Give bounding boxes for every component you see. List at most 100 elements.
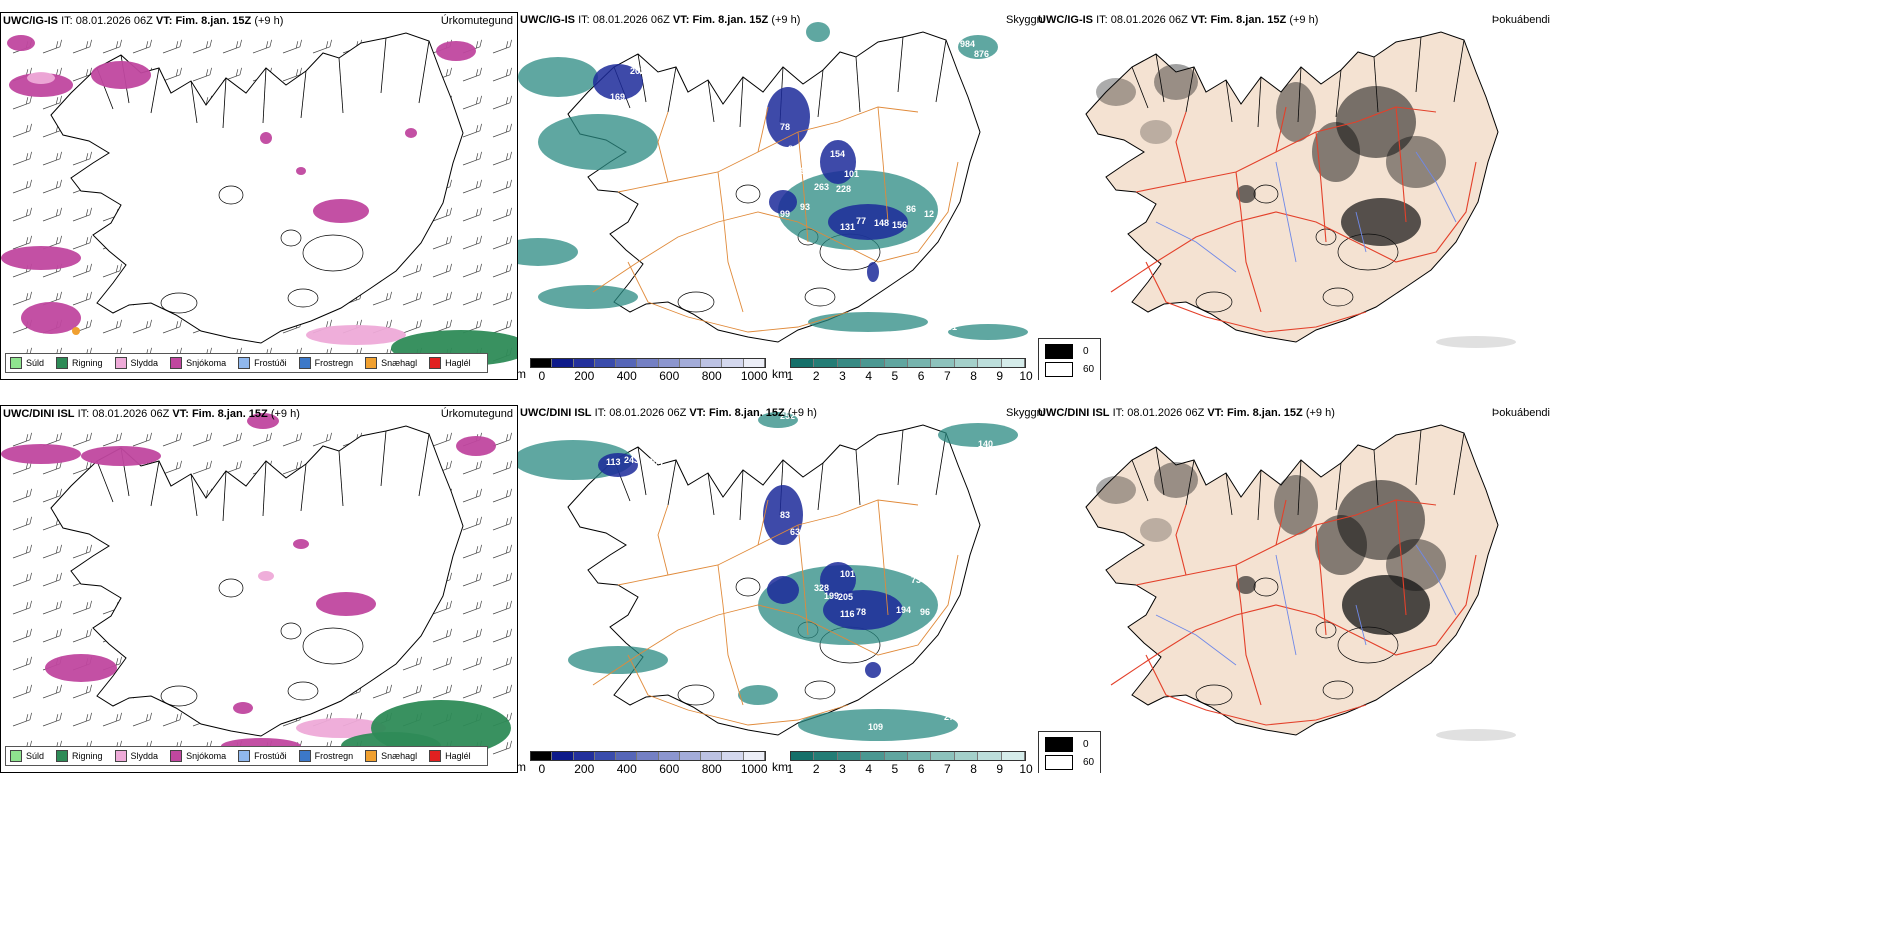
wind-barb-icon <box>12 432 32 447</box>
fog-area <box>1342 575 1430 635</box>
legend-label: Rigning <box>72 358 103 368</box>
wind-barb-icon <box>402 263 422 278</box>
wind-barb-icon <box>102 39 122 54</box>
colorbar-tick-label: 400 <box>616 369 637 380</box>
colorbar-tick-label: 600 <box>659 369 680 380</box>
road-line <box>717 564 744 706</box>
wind-barb-icon <box>162 460 182 475</box>
cloud-value-label: 109 <box>868 722 883 732</box>
colorbar-tick-label: 200 <box>574 369 595 380</box>
wind-barb-icon <box>492 488 512 503</box>
fog-area <box>1096 78 1136 106</box>
precip-legend: Súld Rigning Slydda Snjókoma Frostúði Frostre… <box>5 353 488 373</box>
wind-barb-icon <box>432 600 452 615</box>
precip-area <box>27 72 55 84</box>
fog-area <box>1154 462 1198 498</box>
wind-barb-icon <box>462 628 482 643</box>
cloud-panel-bottom: 113 243 204 252 140 83 63 109 136 101 328 199 205 116… <box>518 405 1036 773</box>
panel-title: UWC/DINI ISL IT: 08.01.2026 06Z VT: Fim.… <box>1038 407 1335 419</box>
precip-panel-bottom: UWC/DINI ISL IT: 08.01.2026 06Z VT: Fim.… <box>0 405 518 773</box>
wind-barb-icon <box>12 291 32 306</box>
wind-barb-icon <box>42 684 62 699</box>
wind-barb-icon <box>462 488 482 503</box>
cloud-value-label: 204 <box>648 457 663 467</box>
colorbar-segment <box>594 752 617 760</box>
wind-barb-icon <box>12 656 32 671</box>
cloud-value-label: 252 <box>780 411 795 421</box>
precip-area <box>260 132 272 144</box>
wind-barb-icon <box>42 628 62 643</box>
fog-area <box>1341 198 1421 246</box>
precip-area <box>45 654 117 682</box>
colorbar-tick-label: 0 <box>538 369 546 380</box>
cloud-area <box>758 412 798 428</box>
cloud-value-label: 202 <box>630 66 645 76</box>
road-line <box>1110 554 1477 686</box>
wind-barb-icon <box>462 123 482 138</box>
cloud-value-label: 199 <box>824 591 839 601</box>
precip-area <box>316 592 376 616</box>
fog-area <box>1236 185 1256 203</box>
panel-title: UWC/IG-IS IT: 08.01.2026 06Z VT: Fim. 8.… <box>3 15 284 27</box>
precip-area <box>296 167 306 175</box>
cloud-area <box>820 562 856 598</box>
colorbar-segment <box>791 359 815 367</box>
panel-name: Skyggni <box>1006 14 1046 26</box>
colorbar-tick-label: 5 <box>891 369 899 380</box>
colorbar-tick-label: 800 <box>701 369 722 380</box>
colorbar-segment <box>658 359 680 367</box>
glacier-outline <box>1322 287 1354 307</box>
colorbar-segment <box>637 752 659 760</box>
cloud-area <box>763 485 803 545</box>
wind-barb-icon <box>492 67 512 82</box>
wind-barb-icon <box>432 291 452 306</box>
road-line <box>1395 106 1407 223</box>
colorbar-segment <box>908 752 932 760</box>
wind-barb-icon <box>12 235 32 250</box>
fog-legend-row: 0 <box>1045 342 1094 360</box>
colorbar-segment <box>1001 752 1026 760</box>
wind-barb-icon <box>462 544 482 559</box>
road-line <box>1145 654 1367 726</box>
legend-swatch <box>298 357 311 369</box>
wind-barb-icon <box>282 67 302 82</box>
fog-area <box>1154 64 1198 100</box>
wind-barb-icon <box>162 39 182 54</box>
wind-barb-icon <box>42 95 62 110</box>
legend-item: Rigning <box>56 750 103 762</box>
cloud-value-label: 154 <box>830 149 845 159</box>
fog-legend-row: 60 <box>1045 360 1094 378</box>
cloud-value-label: 256 <box>1006 715 1021 725</box>
colorbar-segment <box>616 359 638 367</box>
colorbar-tick-label: 1000 <box>740 762 768 773</box>
cloud-value-label: 136 <box>826 527 841 537</box>
legend-label: Slydda <box>130 358 159 368</box>
legend-swatch <box>429 750 442 762</box>
wind-barb-icon <box>492 291 512 306</box>
precip-area <box>456 436 496 456</box>
precip-area <box>306 325 406 345</box>
colorbar-segment <box>637 359 659 367</box>
wind-barb-icon <box>492 95 512 110</box>
glacier-outline <box>218 578 244 598</box>
legend-label: Snæhagl <box>381 751 418 761</box>
legend-label: Frostúði <box>254 358 287 368</box>
cloud-value-label: 261 <box>942 322 957 332</box>
cloud-value-label: 113 <box>606 457 621 467</box>
colorbar-tick-label: 9 <box>996 369 1004 380</box>
colorbar-tick-label: 0 <box>538 762 546 773</box>
legend-swatch <box>365 357 378 369</box>
wind-barb-icon <box>72 544 92 559</box>
legend-label: Frostregn <box>314 358 354 368</box>
cloud-value-label: 79 <box>816 134 826 144</box>
fog-legend: 0 60 <box>1038 731 1102 773</box>
colorbar-segment <box>954 359 979 367</box>
colorbar-tick-label: 3 <box>839 762 846 773</box>
wind-barb-icon <box>162 319 182 334</box>
road-line <box>1145 261 1367 333</box>
cloud-value-label: 159 <box>620 108 635 118</box>
road-line <box>1315 131 1327 243</box>
panel-name: Þokuábendi <box>1491 14 1550 26</box>
colorbar-tick-label: 8 <box>970 369 977 380</box>
